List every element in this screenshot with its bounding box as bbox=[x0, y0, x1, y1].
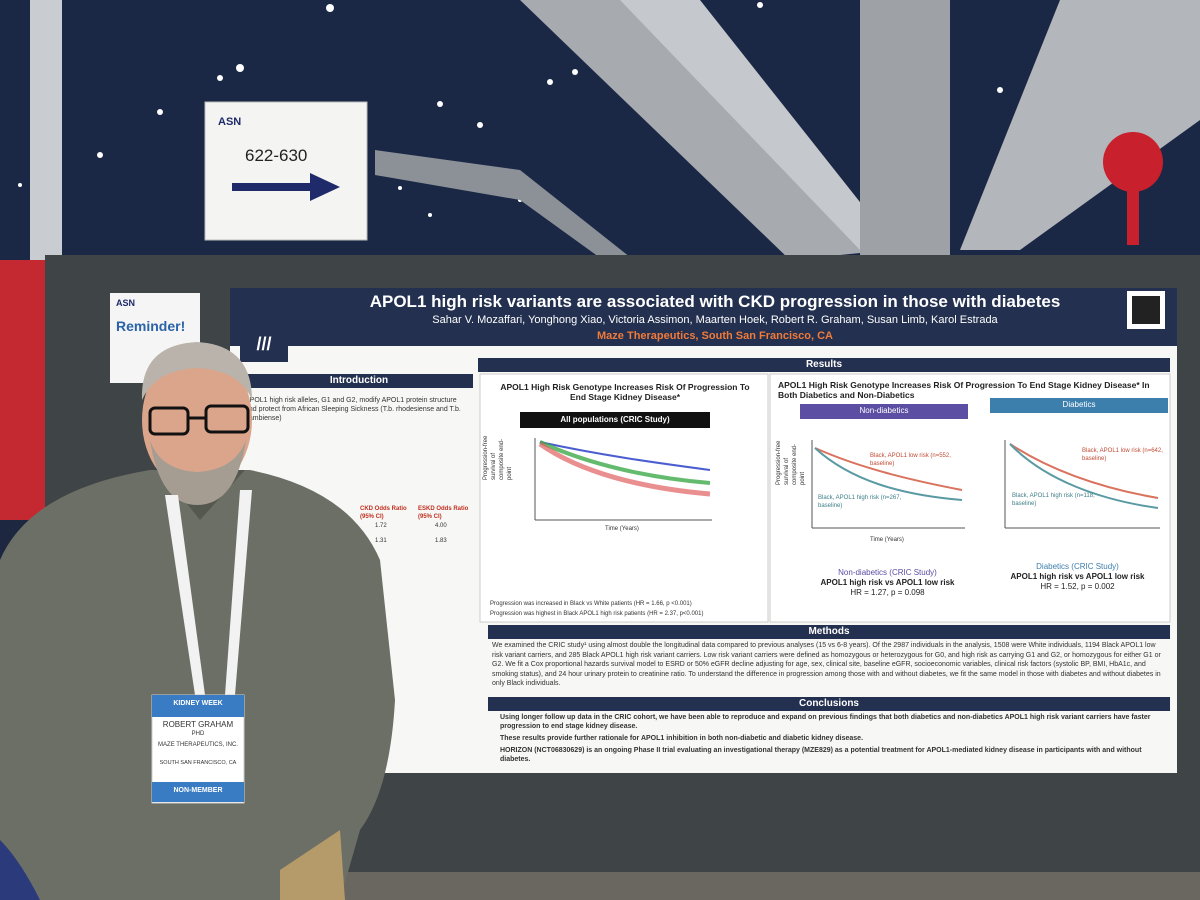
table-cell: 4.00 bbox=[435, 523, 447, 529]
poster-affiliation: Maze Therapeutics, South San Francisco, … bbox=[597, 330, 833, 342]
group-name: Non-diabetics bbox=[859, 406, 909, 415]
group-band bbox=[990, 398, 1168, 413]
table-cell: 1.31 bbox=[375, 538, 387, 544]
sign bbox=[204, 101, 368, 241]
methods-text: We examined the CRIC study¹ using almost… bbox=[492, 642, 1161, 687]
duct bbox=[620, 0, 890, 250]
section-heading: Introduction bbox=[245, 374, 473, 388]
panel-label: All populations (CRIC Study) bbox=[560, 415, 670, 424]
poster-authors: Sahar V. Mozaffari, Yonghong Xiao, Victo… bbox=[432, 314, 998, 326]
group-comparison: APOL1 high risk vs APOL1 low risk bbox=[820, 578, 955, 587]
table-header: ESKD Odds Ratio (95% CI) bbox=[418, 506, 469, 520]
panel-title: APOL1 High Risk Genotype Increases Risk … bbox=[778, 380, 1150, 400]
section-heading: Methods bbox=[488, 625, 1170, 639]
badge-degree: PHD bbox=[191, 731, 205, 737]
badge-footer bbox=[152, 782, 244, 802]
beard bbox=[150, 440, 246, 505]
curve-label: Black, APOL1 high risk (n=118, baseline) bbox=[1012, 493, 1095, 507]
glasses bbox=[148, 404, 250, 436]
trousers bbox=[280, 830, 345, 900]
badge-status: NON-MEMBER bbox=[173, 787, 223, 794]
x-label: Time (Years) bbox=[605, 526, 639, 532]
section-heading: Conclusions bbox=[488, 697, 1170, 711]
hair bbox=[141, 342, 252, 400]
face bbox=[142, 348, 252, 492]
curve-label: Black, APOL1 low risk (n=642, baseline) bbox=[1082, 448, 1163, 462]
duct bbox=[375, 150, 640, 265]
badge-name: ROBERT GRAHAM bbox=[162, 720, 234, 729]
group-stat: HR = 1.52, p = 0.002 bbox=[1040, 582, 1115, 591]
group-study: Non-diabetics (CRIC Study) bbox=[838, 568, 937, 577]
label-band bbox=[520, 412, 710, 428]
column bbox=[860, 0, 950, 255]
group-name: Diabetics bbox=[1062, 400, 1096, 409]
group-study: Diabetics (CRIC Study) bbox=[1036, 562, 1119, 571]
x-label: Time (Years) bbox=[870, 537, 904, 543]
exit-sign-post bbox=[1127, 190, 1139, 245]
table-cell: 1.72 bbox=[375, 523, 387, 529]
badge-location: SOUTH SAN FRANCISCO, CA bbox=[159, 760, 237, 766]
poster-title: APOL1 high risk variants are associated … bbox=[369, 292, 1061, 311]
duct bbox=[960, 0, 1200, 250]
sign-range: 622-630 bbox=[245, 146, 308, 165]
maze-logo-mark: /// bbox=[256, 334, 271, 354]
reminder-title: Reminder! bbox=[116, 318, 186, 334]
duct bbox=[520, 0, 890, 260]
result-bullet: Progression was highest in Black APOL1 h… bbox=[490, 611, 704, 617]
badge-company: MAZE THERAPEUTICS, INC. bbox=[158, 742, 238, 748]
badge-header bbox=[152, 695, 244, 717]
maze-logo bbox=[240, 326, 288, 362]
table-cell: 1.83 bbox=[435, 538, 447, 544]
conclusion-bullet: These results provide further rationale … bbox=[500, 735, 864, 742]
group-stat: HR = 1.27, p = 0.098 bbox=[850, 588, 925, 597]
conclusion-bullet: Using longer follow up data in the CRIC … bbox=[500, 714, 1151, 730]
result-bullet: Progression was increased in Black vs Wh… bbox=[490, 601, 692, 607]
intro-text: APOL1 high risk alleles, G1 and G2, modi… bbox=[245, 397, 461, 422]
section-heading: Results bbox=[478, 358, 1170, 372]
survival-plot bbox=[534, 438, 1160, 529]
curve-label: Black, APOL1 high risk (n=267, baseline) bbox=[818, 495, 902, 509]
reminder-logo: ASN bbox=[116, 298, 136, 308]
group-comparison: APOL1 high risk vs APOL1 low risk bbox=[1010, 572, 1145, 581]
qr-code bbox=[1132, 296, 1160, 324]
badge-event: KIDNEY WEEK bbox=[173, 700, 223, 707]
bystander bbox=[0, 840, 40, 900]
conclusion-bullet: HORIZON (NCT06830629) is an ongoing Phas… bbox=[500, 747, 1142, 763]
curve-label: Black, APOL1 low risk (n=552, baseline) bbox=[870, 453, 951, 467]
panel-title: APOL1 High Risk Genotype Increases Risk … bbox=[500, 382, 750, 402]
group-band bbox=[800, 404, 968, 419]
poster-header bbox=[230, 288, 1177, 346]
exit-sign bbox=[1103, 132, 1163, 192]
sign-logo: ASN bbox=[218, 116, 242, 128]
sign-arrow bbox=[232, 173, 340, 201]
table-header: CKD Odds Ratio (95% CI) bbox=[360, 506, 407, 520]
lanyard bbox=[165, 490, 252, 695]
